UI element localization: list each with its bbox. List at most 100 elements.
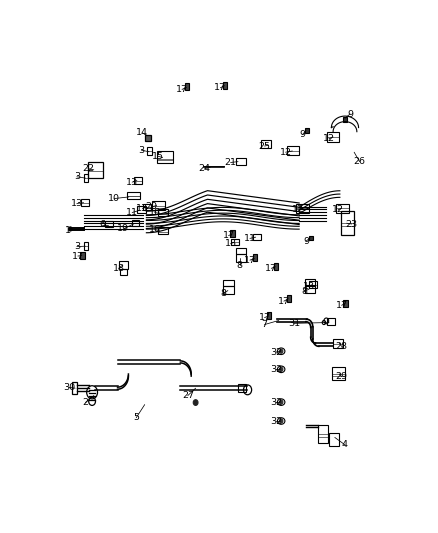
Text: 17: 17 xyxy=(258,313,271,322)
Text: 17: 17 xyxy=(265,264,277,273)
Bar xyxy=(72,382,77,394)
Bar xyxy=(343,300,348,307)
Bar xyxy=(287,295,291,302)
Text: 24: 24 xyxy=(199,164,211,173)
Bar xyxy=(158,227,168,235)
Text: 29: 29 xyxy=(336,372,348,381)
Bar xyxy=(327,318,336,325)
Text: 20: 20 xyxy=(145,203,158,211)
Bar xyxy=(157,151,173,163)
Text: 13: 13 xyxy=(225,239,237,248)
Bar xyxy=(145,134,151,141)
Text: 12: 12 xyxy=(323,134,335,143)
Bar xyxy=(88,162,103,177)
Circle shape xyxy=(69,227,72,231)
Bar xyxy=(236,158,246,165)
Bar xyxy=(132,220,139,227)
Bar xyxy=(137,206,145,213)
Text: 15: 15 xyxy=(152,152,164,161)
Bar xyxy=(127,192,140,199)
Bar xyxy=(305,279,315,286)
Text: 27: 27 xyxy=(182,391,194,400)
Bar xyxy=(305,285,315,293)
Text: 2: 2 xyxy=(82,398,88,407)
Bar xyxy=(261,140,271,148)
Bar xyxy=(134,177,141,184)
Text: 7: 7 xyxy=(261,320,268,329)
Bar xyxy=(231,239,240,245)
Text: 17: 17 xyxy=(176,85,188,94)
Circle shape xyxy=(279,349,283,353)
Text: 25: 25 xyxy=(258,142,271,150)
Circle shape xyxy=(279,367,283,372)
Bar xyxy=(148,147,152,156)
Text: 13: 13 xyxy=(136,204,148,213)
Text: 9: 9 xyxy=(347,109,353,118)
Text: 5: 5 xyxy=(133,413,139,422)
Bar xyxy=(332,367,345,381)
Text: 12: 12 xyxy=(332,205,344,214)
Bar xyxy=(230,230,235,237)
Circle shape xyxy=(279,400,283,404)
Bar xyxy=(119,261,128,269)
Text: 28: 28 xyxy=(336,342,348,351)
Circle shape xyxy=(193,400,198,406)
Text: 19: 19 xyxy=(117,224,129,233)
Bar xyxy=(343,117,346,122)
Text: 32: 32 xyxy=(270,398,282,407)
Text: 32: 32 xyxy=(270,416,282,425)
Text: 18: 18 xyxy=(113,264,124,273)
Bar xyxy=(238,384,246,392)
Text: 11: 11 xyxy=(244,234,256,243)
Text: 3: 3 xyxy=(138,146,145,155)
Bar xyxy=(267,312,272,319)
Bar xyxy=(253,254,257,261)
Text: 16: 16 xyxy=(149,225,161,235)
Text: 17: 17 xyxy=(72,252,84,261)
Text: 13: 13 xyxy=(303,282,315,291)
Bar xyxy=(333,338,343,348)
Text: 4: 4 xyxy=(342,440,348,449)
Bar xyxy=(253,234,261,240)
Text: 14: 14 xyxy=(136,128,148,138)
Text: 22: 22 xyxy=(82,164,94,173)
Text: 12: 12 xyxy=(291,205,304,214)
Bar xyxy=(236,248,246,254)
Bar xyxy=(309,281,317,288)
Circle shape xyxy=(279,419,283,423)
Bar xyxy=(236,254,246,262)
Text: 3: 3 xyxy=(74,242,80,251)
Text: 6: 6 xyxy=(99,220,105,229)
Text: 8: 8 xyxy=(237,261,243,270)
Bar xyxy=(318,425,328,443)
Text: 9: 9 xyxy=(300,130,306,139)
Bar xyxy=(105,221,113,227)
Text: 13: 13 xyxy=(126,177,138,187)
Bar xyxy=(329,433,339,446)
Bar xyxy=(81,199,88,206)
Text: 9: 9 xyxy=(303,237,309,246)
Text: 16: 16 xyxy=(149,208,161,217)
Bar xyxy=(84,242,88,251)
Text: 1: 1 xyxy=(65,225,71,235)
Text: 30: 30 xyxy=(63,383,75,392)
Text: 10: 10 xyxy=(108,194,120,203)
Bar xyxy=(341,211,354,235)
Bar xyxy=(223,280,233,286)
Bar xyxy=(120,269,127,274)
Text: 32: 32 xyxy=(270,365,282,374)
Bar xyxy=(336,204,349,213)
Text: 12: 12 xyxy=(279,148,292,157)
Text: 3: 3 xyxy=(74,172,80,181)
Bar xyxy=(81,252,85,259)
Bar xyxy=(287,147,299,156)
Bar xyxy=(152,201,165,210)
Bar xyxy=(297,204,309,213)
Bar xyxy=(327,133,339,142)
Text: 17: 17 xyxy=(215,83,226,92)
Text: 8: 8 xyxy=(221,289,227,298)
Text: 31: 31 xyxy=(288,319,300,328)
Text: 17: 17 xyxy=(278,297,290,306)
Bar xyxy=(223,286,233,294)
Bar xyxy=(309,236,313,240)
